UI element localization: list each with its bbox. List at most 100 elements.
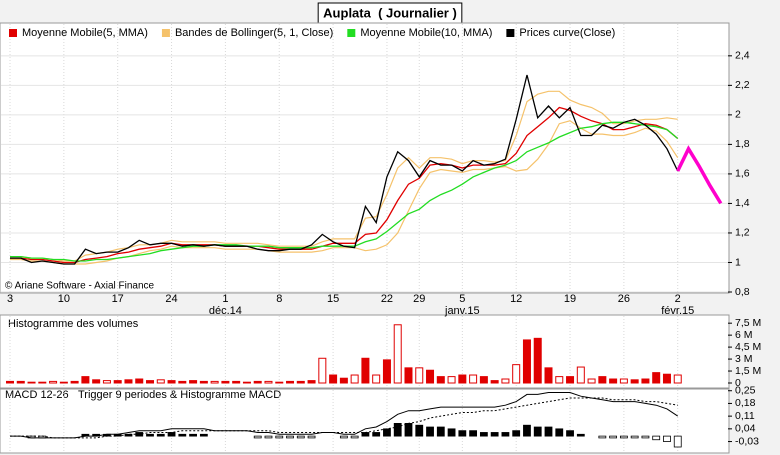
macd-histogram-bar <box>383 428 391 437</box>
x-month-label: févr.15 <box>661 305 694 317</box>
macd-histogram-bar <box>458 430 467 437</box>
y-tick-label: 1,4 <box>735 197 750 209</box>
volume-bar <box>415 367 424 384</box>
x-tick-label: 26 <box>618 293 630 305</box>
volume-bar <box>253 380 262 384</box>
macd-histogram-bar <box>555 428 564 437</box>
macd-histogram-bar <box>479 432 488 437</box>
volume-bar <box>146 380 155 384</box>
macd-histogram-bar <box>576 433 585 437</box>
volume-bar <box>652 372 661 384</box>
series-line <box>10 74 679 265</box>
macd-histogram-bar <box>619 435 628 439</box>
annotation: © Ariane Software - Axial Finance <box>5 281 155 292</box>
volume-bar <box>81 376 90 384</box>
y-tick-label: 1,8 <box>735 138 750 150</box>
volume-bar <box>27 381 36 384</box>
volume-bar <box>436 376 445 384</box>
macd-histogram-bar <box>307 435 316 439</box>
macd-line <box>10 392 678 439</box>
volume-bar <box>426 369 435 384</box>
volume-bar <box>178 380 187 384</box>
macd-histogram-bar <box>447 428 456 437</box>
volume-bar <box>372 374 381 384</box>
y-tick-label: 0,04 <box>735 423 756 435</box>
volume-bar <box>49 380 58 384</box>
macd-histogram-bar <box>350 435 359 439</box>
volume-bar <box>242 381 251 384</box>
legend-label: Bandes de Bollinger(5, 1, Close) <box>175 27 333 39</box>
volume-bar <box>232 380 241 384</box>
volume-bar <box>124 379 133 384</box>
macd-histogram-bar <box>264 435 273 439</box>
macd-histogram-bar <box>673 435 682 448</box>
volume-bar <box>393 324 402 384</box>
macd-histogram-bar <box>523 424 531 437</box>
macd-histogram-bar <box>609 435 618 439</box>
macd-histogram-bar <box>372 432 381 437</box>
volume-bar <box>490 380 499 384</box>
volume-bar <box>458 374 467 384</box>
y-tick-label: 0,8 <box>735 286 750 298</box>
x-tick-label: 17 <box>112 293 124 305</box>
chart-title: Auplata ( Journalier ) <box>323 5 457 20</box>
volume-bar <box>275 381 284 384</box>
volume-bar <box>296 380 305 384</box>
macd-histogram-bar <box>275 435 284 439</box>
macd-legend: MACD 12-26 <box>5 389 69 401</box>
volume-bar <box>641 378 650 384</box>
macd-histogram-bar <box>426 426 434 437</box>
macd-histogram-bar <box>199 433 208 437</box>
macd-histogram-bar <box>167 432 176 437</box>
x-month-label: janv.15 <box>444 305 480 317</box>
x-tick-label: 19 <box>564 293 576 305</box>
y-tick-label: 3 M <box>735 353 753 365</box>
legend-label: Prices curve(Close) <box>519 27 615 39</box>
volume-bar <box>609 378 618 384</box>
macd-histogram-bar <box>415 424 424 437</box>
y-tick-label: 2,2 <box>735 79 750 91</box>
volume-bar <box>447 376 456 384</box>
macd-histogram-bar <box>436 426 445 437</box>
volume-bar <box>630 379 639 384</box>
y-tick-label: 0,11 <box>735 410 755 422</box>
volume-bar <box>404 367 413 384</box>
price-panel <box>0 22 730 294</box>
macd-histogram-bar <box>124 433 133 437</box>
x-month-label: déc.14 <box>209 305 242 317</box>
volume-bar <box>479 376 488 384</box>
y-tick-label: -0,03 <box>735 435 759 447</box>
volume-bar <box>286 380 295 384</box>
volume-bar <box>339 377 348 384</box>
volume-bar <box>70 380 79 384</box>
y-tick-label: 0 <box>735 377 741 389</box>
macd-histogram-bar <box>512 430 521 437</box>
x-tick-label: 1 <box>222 293 228 305</box>
volume-bar <box>264 380 273 384</box>
macd-histogram-bar <box>361 432 370 437</box>
macd-histogram-bar <box>566 430 574 437</box>
legend-swatch <box>347 29 356 37</box>
x-tick-label: 24 <box>165 293 177 305</box>
macd-histogram-bar <box>178 433 187 437</box>
y-tick-label: 1 <box>735 256 741 268</box>
volume-bar <box>512 364 521 384</box>
legend-swatch <box>506 29 515 37</box>
x-tick-label: 2 <box>675 293 681 305</box>
macd-histogram-bar <box>630 435 639 439</box>
volume-bar <box>221 380 230 384</box>
x-tick-label: 10 <box>58 293 70 305</box>
volume-bar <box>167 380 176 384</box>
macd-line <box>10 397 678 439</box>
legend-swatch <box>9 29 17 37</box>
volume-bar <box>199 380 208 384</box>
volume-bar <box>6 380 14 384</box>
macd-histogram-bar <box>663 435 671 442</box>
volume-bar <box>350 374 359 384</box>
macd-histogram-bar <box>286 435 294 439</box>
x-tick-label: 12 <box>510 293 522 305</box>
volume-title: Histogramme des volumes <box>8 318 139 330</box>
y-tick-label: 0,25 <box>735 385 756 397</box>
y-tick-label: 1,6 <box>735 168 750 180</box>
